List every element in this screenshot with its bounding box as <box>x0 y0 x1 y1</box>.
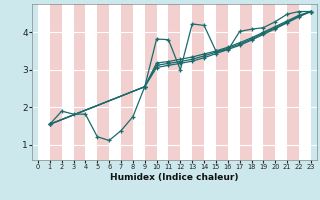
Bar <box>121 4 133 160</box>
Bar <box>168 4 180 160</box>
Bar <box>299 4 311 160</box>
Bar <box>263 4 275 160</box>
Bar <box>109 4 121 160</box>
Bar <box>204 4 216 160</box>
Bar <box>240 4 252 160</box>
Bar <box>252 4 263 160</box>
Bar <box>216 4 228 160</box>
X-axis label: Humidex (Indice chaleur): Humidex (Indice chaleur) <box>110 173 239 182</box>
Bar <box>156 4 168 160</box>
Bar <box>50 4 62 160</box>
Bar <box>85 4 97 160</box>
Bar <box>275 4 287 160</box>
Bar <box>38 4 50 160</box>
Bar <box>62 4 74 160</box>
Bar <box>180 4 192 160</box>
Bar <box>287 4 299 160</box>
Bar <box>145 4 156 160</box>
Bar <box>228 4 240 160</box>
Bar <box>97 4 109 160</box>
Bar <box>74 4 85 160</box>
Bar <box>192 4 204 160</box>
Bar <box>133 4 145 160</box>
